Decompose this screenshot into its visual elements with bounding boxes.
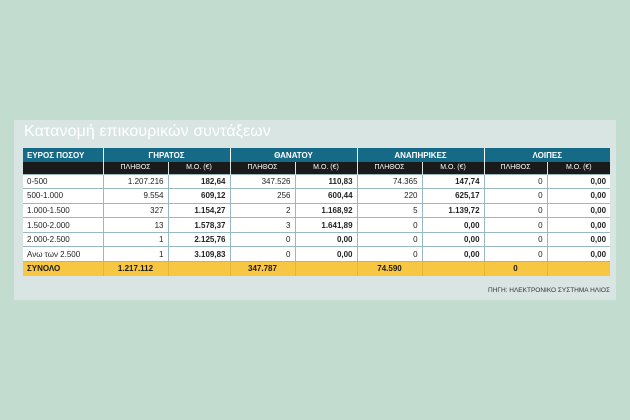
row-label: 500-1.000	[23, 188, 103, 204]
cell-avg: 3.109,83	[167, 246, 230, 262]
total-avg	[167, 261, 230, 276]
table-row: 1.000-1.500 327 1.154,27 2 1.168,92 5 1.…	[23, 202, 611, 218]
cell-count: 2	[229, 202, 295, 218]
cell-count: 0	[229, 231, 295, 247]
group-header-death: ΘΑΝΑΤΟΥ	[229, 148, 358, 162]
total-avg	[546, 261, 611, 276]
page-title: Κατανομή επικουρικών συντάξεων	[24, 123, 271, 140]
source-note: ΠΗΓΗ: ΗΛΕΚΤΡΟΝΙΚΟ ΣΥΣΤΗΜΑ ΗΛΙΟΣ	[488, 287, 610, 294]
cell-count: 347.526	[229, 173, 295, 189]
subheader-count: ΠΛΗΘΟΣ	[229, 162, 295, 174]
cell-avg: 0,00	[421, 217, 485, 233]
cell-count: 1	[102, 231, 168, 247]
cell-avg: 625,17	[421, 188, 485, 204]
row-label: 1.000-1.500	[23, 202, 103, 218]
cell-count: 74.365	[356, 173, 423, 189]
cell-count: 256	[229, 188, 295, 204]
subheader-avg: Μ.Ο. (€)	[421, 162, 485, 174]
group-header-disability: ΑΝΑΠΗΡΙΚΕΣ	[356, 148, 485, 162]
cell-count: 0	[483, 217, 548, 233]
cell-avg: 0,00	[546, 231, 611, 247]
subheader-avg: Μ.Ο. (€)	[167, 162, 230, 174]
subheader-empty	[23, 162, 103, 174]
cell-count: 9.554	[102, 188, 168, 204]
row-label: Ανω των 2.500	[23, 246, 103, 262]
table-row: 2.000-2.500 1 2.125,76 0 0,00 0 0,00 0 0…	[23, 231, 611, 247]
cell-avg: 2.125,76	[167, 231, 230, 247]
cell-count: 0	[356, 246, 423, 262]
group-header-other: ΛΟΙΠΕΣ	[483, 148, 611, 162]
table-row: Ανω των 2.500 1 3.109,83 0 0,00 0 0,00 0…	[23, 246, 611, 262]
cell-avg: 1.168,92	[294, 202, 358, 218]
cell-count: 0	[483, 246, 548, 262]
total-count: 74.590	[356, 261, 423, 276]
cell-count: 0	[229, 246, 295, 262]
cell-avg: 0,00	[546, 188, 611, 204]
cell-count: 0	[483, 231, 548, 247]
row-label: 1.500-2.000	[23, 217, 103, 233]
group-header-old-age: ΓΗΡΑΤΟΣ	[102, 148, 230, 162]
cell-avg: 0,00	[421, 231, 485, 247]
cell-avg: 600,44	[294, 188, 358, 204]
cell-avg: 0,00	[546, 246, 611, 262]
cell-avg: 1.641,89	[294, 217, 358, 233]
cell-avg: 0,00	[546, 202, 611, 218]
total-count: 347.787	[229, 261, 295, 276]
cell-count: 0	[483, 202, 548, 218]
cell-count: 5	[356, 202, 423, 218]
total-avg	[421, 261, 485, 276]
row-label: 0-500	[23, 173, 103, 189]
cell-avg: 0,00	[546, 217, 611, 233]
cell-count: 0	[356, 231, 423, 247]
subheader-avg: Μ.Ο. (€)	[546, 162, 611, 174]
table-row: 1.500-2.000 13 1.578,37 3 1.641,89 0 0,0…	[23, 217, 611, 233]
cell-avg: 609,12	[167, 188, 230, 204]
table-row: 500-1.000 9.554 609,12 256 600,44 220 62…	[23, 188, 611, 204]
cell-avg: 110,83	[294, 173, 358, 189]
total-row: ΣΥΝΟΛΟ 1.217.112 347.787 74.590 0	[23, 261, 611, 276]
total-label: ΣΥΝΟΛΟ	[23, 261, 103, 276]
cell-avg: 0,00	[546, 173, 611, 189]
table-row: 0-500 1.207.216 182,64 347.526 110,83 74…	[23, 173, 611, 189]
cell-avg: 0,00	[294, 246, 358, 262]
cell-count: 220	[356, 188, 423, 204]
total-avg	[294, 261, 358, 276]
cell-avg: 182,64	[167, 173, 230, 189]
cell-avg: 1.154,27	[167, 202, 230, 218]
cell-avg: 1.578,37	[167, 217, 230, 233]
cell-count: 0	[483, 188, 548, 204]
subheader-count: ΠΛΗΘΟΣ	[102, 162, 168, 174]
column-header-range: ΕΥΡΟΣ ΠΟΣΟΥ	[23, 148, 103, 162]
cell-avg: 0,00	[294, 231, 358, 247]
cell-count: 327	[102, 202, 168, 218]
cell-avg: 147,74	[421, 173, 485, 189]
row-label: 2.000-2.500	[23, 231, 103, 247]
subheader-count: ΠΛΗΘΟΣ	[356, 162, 423, 174]
subheader-avg: Μ.Ο. (€)	[294, 162, 358, 174]
cell-avg: 0,00	[421, 246, 485, 262]
subheader-count: ΠΛΗΘΟΣ	[483, 162, 548, 174]
pension-table: ΕΥΡΟΣ ΠΟΣΟΥ ΓΗΡΑΤΟΣ ΘΑΝΑΤΟΥ ΑΝΑΠΗΡΙΚΕΣ Λ…	[23, 148, 611, 276]
cell-count: 0	[356, 217, 423, 233]
cell-count: 1.207.216	[102, 173, 168, 189]
total-count: 1.217.112	[102, 261, 168, 276]
cell-count: 13	[102, 217, 168, 233]
cell-avg: 1.139,72	[421, 202, 485, 218]
cell-count: 0	[483, 173, 548, 189]
total-count: 0	[483, 261, 548, 276]
cell-count: 1	[102, 246, 168, 262]
subheader-row: ΠΛΗΘΟΣ Μ.Ο. (€) ΠΛΗΘΟΣ Μ.Ο. (€) ΠΛΗΘΟΣ Μ…	[23, 162, 611, 174]
header-row: ΕΥΡΟΣ ΠΟΣΟΥ ΓΗΡΑΤΟΣ ΘΑΝΑΤΟΥ ΑΝΑΠΗΡΙΚΕΣ Λ…	[23, 148, 611, 162]
table-panel: Κατανομή επικουρικών συντάξεων ΕΥΡΟΣ ΠΟΣ…	[14, 120, 616, 300]
cell-count: 3	[229, 217, 295, 233]
